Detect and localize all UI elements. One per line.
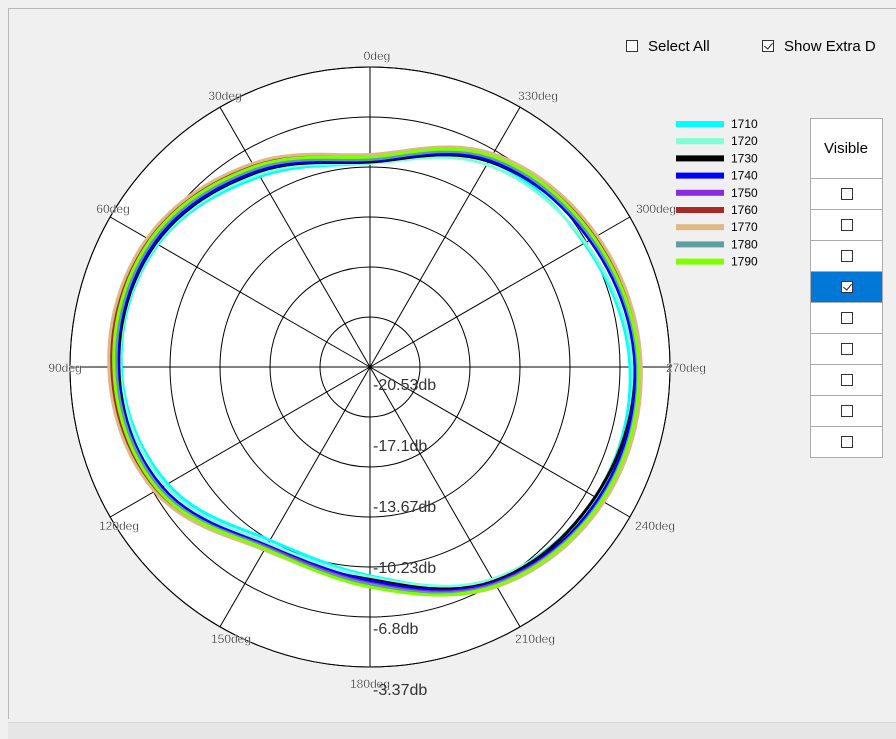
row-checkbox-checked[interactable] [840, 280, 853, 293]
visible-cell[interactable] [810, 178, 883, 210]
legend-swatch [676, 189, 724, 196]
table-row[interactable] [810, 209, 883, 241]
table-row[interactable] [810, 364, 883, 396]
radial-tick-label: -13.67db [373, 499, 436, 516]
grid-spoke [369, 106, 521, 368]
angle-tick-label: 270deg [666, 361, 706, 375]
row-checkbox[interactable] [840, 218, 853, 231]
table-row[interactable] [810, 240, 883, 272]
angle-tick-label: 330deg [518, 89, 558, 103]
polar-grid [69, 66, 671, 668]
visible-cell[interactable] [810, 240, 883, 272]
legend-swatch [676, 207, 724, 213]
angle-tick-label: 300deg [636, 202, 676, 216]
grid-spoke [219, 106, 371, 368]
series-layer [107, 145, 643, 597]
axis-labels: 0deg 30deg 60deg 90deg 120deg 150deg 180deg 210… [48, 49, 706, 699]
series-line-1780 [114, 149, 640, 595]
legend-swatch [676, 172, 724, 179]
legend-label: 1780 [731, 237, 758, 251]
row-checkbox[interactable] [840, 404, 853, 417]
angle-tick-label: 60deg [96, 202, 129, 216]
visible-cell[interactable] [810, 364, 883, 396]
angle-tick-label: 90deg [48, 361, 81, 375]
legend-label: 1730 [731, 151, 758, 165]
table-row[interactable] [810, 178, 883, 210]
legend-label: 1750 [731, 186, 758, 200]
legend-label: 1710 [731, 117, 758, 131]
legend-swatch [676, 155, 724, 162]
select-all-checkbox[interactable]: Select All [626, 36, 710, 56]
visible-cell[interactable] [810, 302, 883, 334]
table-row[interactable] [810, 302, 883, 334]
angle-tick-label: 240deg [635, 519, 675, 533]
angle-tick-label: 30deg [208, 89, 241, 103]
grid-spoke [219, 366, 371, 628]
legend-swatch [676, 224, 724, 231]
legend-swatch [676, 241, 724, 248]
checkbox-box-checked[interactable] [762, 40, 774, 52]
angle-tick-label: 150deg [211, 632, 251, 646]
row-checkbox[interactable] [840, 373, 853, 386]
legend-label: 1760 [731, 203, 758, 217]
visibility-table-body [810, 178, 883, 458]
legend-label: 1770 [731, 220, 758, 234]
legend: 1710 1720 1730 1740 1750 1760 1770 1780 1790 [676, 117, 758, 269]
radial-tick-label: -6.8db [373, 621, 418, 638]
horizontal-scrollbar[interactable] [8, 722, 896, 739]
series-line-1790 [112, 147, 641, 597]
table-row[interactable] [810, 333, 883, 365]
visible-cell[interactable] [810, 209, 883, 241]
visible-column-header[interactable]: Visible [810, 118, 883, 179]
visible-cell[interactable] [810, 395, 883, 427]
legend-label: 1740 [731, 169, 758, 183]
legend-swatch [676, 138, 724, 145]
grid-spoke [369, 366, 631, 518]
radial-tick-label: -3.37db [373, 682, 427, 699]
legend-swatch [676, 258, 724, 265]
angle-tick-label: 120deg [99, 519, 139, 533]
table-row[interactable] [810, 395, 883, 427]
angle-tick-label: 0deg [364, 49, 391, 63]
select-all-label: Select All [648, 37, 710, 55]
radial-tick-label: -10.23db [373, 560, 436, 577]
table-row[interactable] [810, 426, 883, 458]
radial-tick-label: -17.1db [373, 438, 427, 455]
row-checkbox[interactable] [840, 342, 853, 355]
series-line-1740 [115, 151, 637, 592]
angle-tick-label: 210deg [515, 632, 555, 646]
show-extra-label: Show Extra D [784, 37, 876, 55]
table-row[interactable] [810, 271, 883, 303]
row-checkbox[interactable] [840, 311, 853, 324]
radial-tick-label: -20.53db [373, 377, 436, 394]
row-checkbox[interactable] [840, 435, 853, 448]
visible-cell[interactable] [810, 333, 883, 365]
visible-cell[interactable] [810, 426, 883, 458]
legend-swatch [676, 121, 724, 127]
legend-label: 1790 [731, 255, 758, 269]
legend-label: 1720 [731, 134, 758, 148]
visibility-table: Visible [810, 118, 883, 458]
visible-cell[interactable] [810, 271, 883, 303]
row-checkbox[interactable] [840, 249, 853, 262]
show-extra-checkbox[interactable]: Show Extra D [762, 36, 876, 56]
checkbox-box[interactable] [626, 40, 638, 52]
angle-tick-label: 180deg [350, 677, 390, 691]
row-checkbox[interactable] [840, 187, 853, 200]
